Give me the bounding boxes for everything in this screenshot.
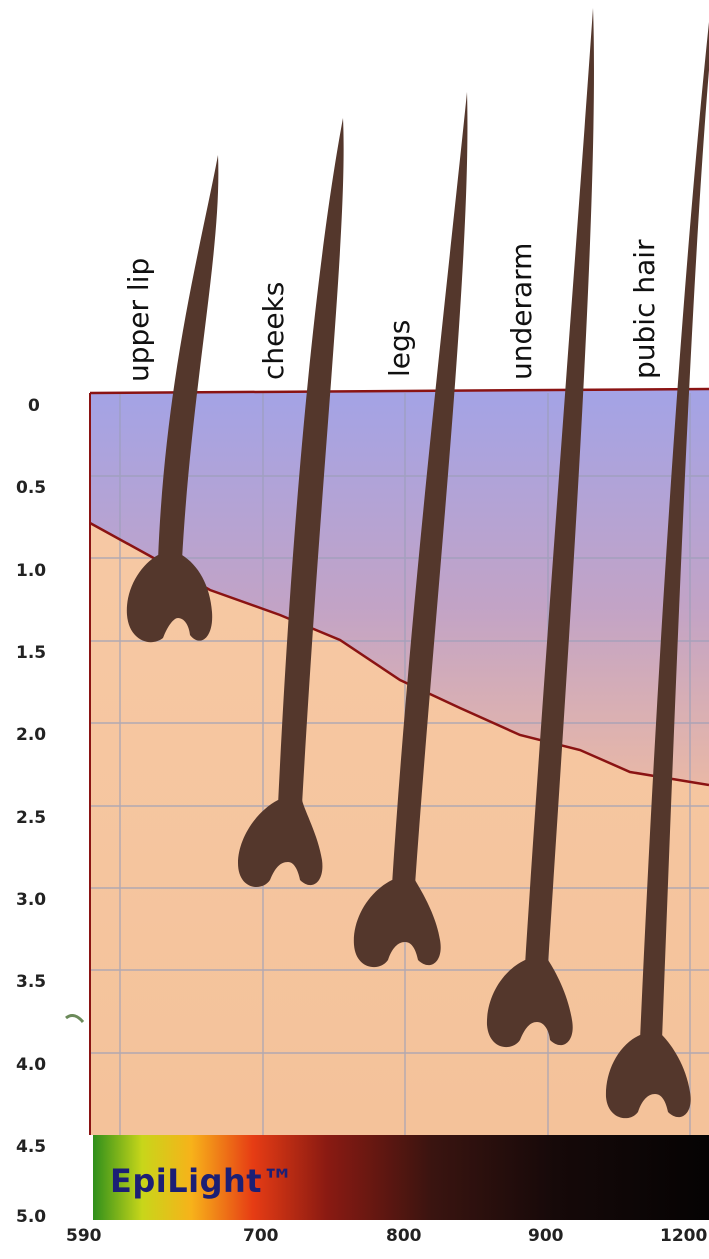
label-legs: legs: [383, 319, 416, 377]
hair-upper-lip: [126, 155, 219, 643]
x-tick-label: 800: [386, 1226, 422, 1246]
light-spectrum-bar: [93, 1135, 709, 1220]
y-tick-label: 3.5: [16, 972, 47, 992]
x-tick-label: 590: [66, 1226, 102, 1246]
hair-underarm: [486, 8, 594, 1048]
y-tick-label: 4.5: [16, 1137, 47, 1157]
y-tick-label: 1.0: [16, 561, 47, 581]
y-tick-label: 3.0: [16, 890, 47, 910]
label-cheeks: cheeks: [257, 281, 290, 380]
y-tick-label: 1.5: [16, 643, 47, 663]
y-tick-label: 2.0: [16, 725, 47, 745]
hair-cheeks: [238, 118, 344, 888]
x-tick-label: 1200: [660, 1226, 708, 1246]
label-underarm: underarm: [505, 242, 538, 380]
epilight-brand: EpiLight™: [110, 1162, 295, 1200]
hair-legs: [353, 92, 468, 968]
x-tick-label: 700: [243, 1226, 279, 1246]
hair-pubic: [605, 22, 709, 1119]
y-tick-label: 4.0: [16, 1055, 47, 1075]
grid-lines: [90, 393, 709, 1135]
y-tick-label: 5.0: [16, 1207, 47, 1227]
label-upper-lip: upper lip: [122, 257, 155, 382]
x-tick-label: 900: [528, 1226, 564, 1246]
annotation-mark: [65, 1013, 85, 1023]
y-tick-label: 2.5: [16, 808, 47, 828]
y-tick-label: 0: [28, 396, 40, 416]
y-tick-label: 0.5: [16, 478, 47, 498]
label-pubic-hair: pubic hair: [628, 239, 661, 379]
